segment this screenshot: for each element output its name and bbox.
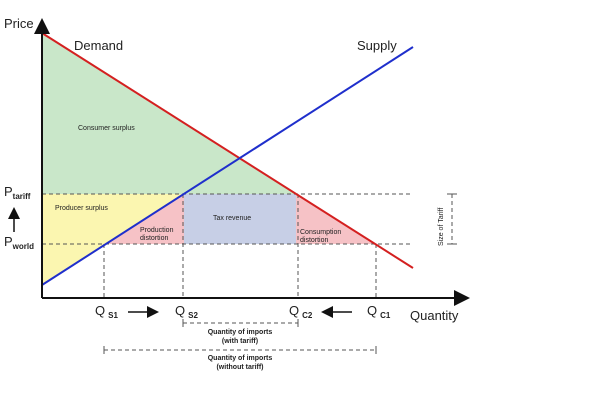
imports-label: Quantity of imports (with tariff) <box>208 329 273 345</box>
imports-label: Quantity of imports (without tariff) <box>208 355 273 371</box>
quantity-label: Q C1 <box>367 303 391 320</box>
price-label: Ptariff <box>4 184 31 201</box>
region-label: Tax revenue <box>213 215 251 222</box>
tax-revenue-area <box>184 194 296 244</box>
quantity-label: Q S2 <box>175 303 198 320</box>
x-axis-label: Quantity <box>410 308 459 323</box>
quantity-label: Q C2 <box>289 303 313 320</box>
guides <box>42 193 457 354</box>
y-axis-label: Price <box>4 16 34 31</box>
region-label: Production distortion <box>140 227 174 242</box>
region-label: Producer surplus <box>55 205 108 212</box>
price-label: Pworld <box>4 234 34 251</box>
region-label: Consumer surplus <box>78 125 135 132</box>
demand-label: Demand <box>74 38 123 53</box>
quantity-label: Q S1 <box>95 303 118 320</box>
supply-curve <box>41 46 414 286</box>
demand-curve <box>41 32 414 269</box>
tariff-size-label: Size of Tariff <box>438 208 445 246</box>
supply-label: Supply <box>357 38 397 53</box>
region-label: Consumption distortion <box>300 229 341 244</box>
